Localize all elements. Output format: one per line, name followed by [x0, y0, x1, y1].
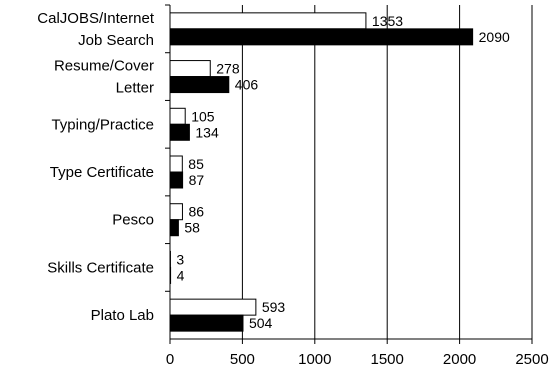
data-label: 593: [262, 299, 286, 315]
data-label: 134: [195, 124, 219, 140]
bar-series-2: [169, 123, 190, 141]
data-label: 2090: [479, 29, 510, 45]
data-label: 504: [249, 315, 273, 331]
data-label: 3: [176, 251, 184, 267]
bar-series-1: [169, 298, 257, 316]
data-label: 86: [188, 204, 204, 220]
category-label: Resume/Cover: [54, 58, 154, 75]
x-tick-label: 2000: [443, 351, 476, 368]
category-label: Skills Certificate: [47, 259, 154, 276]
bar-series-2: [169, 219, 179, 237]
bar-series-2: [169, 171, 184, 189]
data-label: 4: [177, 267, 185, 283]
data-label: 85: [188, 156, 204, 172]
bar-series-1: [169, 155, 183, 173]
x-tick-label: 1000: [298, 351, 331, 368]
category-label: Pesco: [112, 212, 154, 229]
x-tick-label: 500: [230, 351, 255, 368]
x-tick-label: 1500: [371, 351, 404, 368]
data-label: 278: [216, 61, 240, 77]
category-label: CalJOBS/Internet: [37, 10, 155, 27]
category-label: Plato Lab: [91, 307, 154, 324]
data-label: 58: [184, 220, 200, 236]
bar-series-1: [169, 107, 186, 125]
data-label: 1353: [372, 13, 403, 29]
bar-series-1: [169, 12, 367, 30]
bar-series-2: [169, 28, 474, 46]
data-label: 87: [189, 172, 205, 188]
x-tick-label: 0: [166, 351, 174, 368]
category-label: Job Search: [78, 32, 154, 49]
category-label: Type Certificate: [50, 164, 154, 181]
category-label: Typing/Practice: [51, 116, 154, 133]
bar-series-2: [169, 314, 244, 332]
bar-series-1: [169, 60, 211, 78]
bar-series-1: [169, 203, 183, 221]
tick-labels: 0 500 1000 1500 2000 2500: [166, 351, 549, 368]
category-label: Letter: [116, 80, 154, 97]
bar-series-2: [169, 76, 230, 94]
category-labels: CalJOBS/Internet Job Search Resume/Cover Le…: [37, 10, 155, 324]
x-tick-label: 2500: [515, 351, 548, 368]
gridlines: [241, 5, 533, 339]
data-label: 105: [191, 108, 215, 124]
axes: [165, 4, 533, 344]
data-label: 406: [235, 77, 259, 93]
